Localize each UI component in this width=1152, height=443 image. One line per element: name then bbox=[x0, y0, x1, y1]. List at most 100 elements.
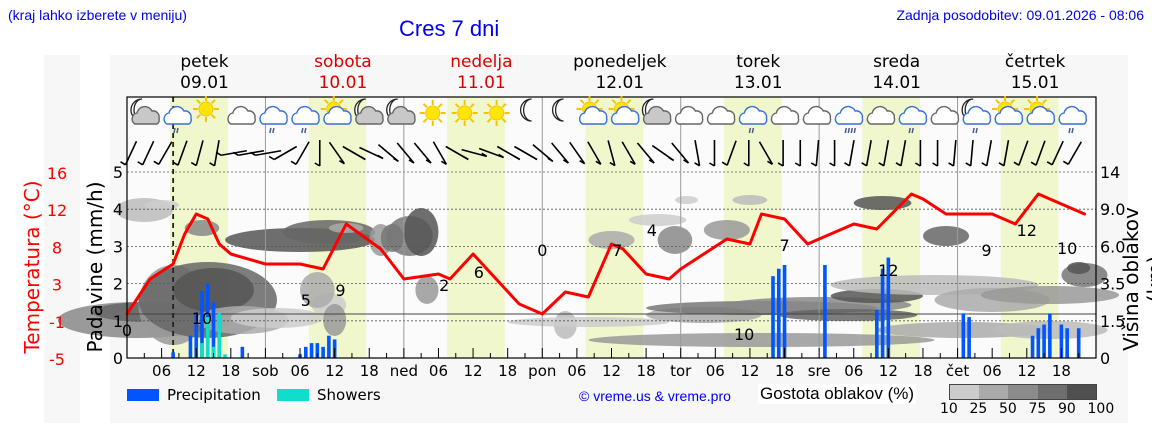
sun-ray bbox=[454, 103, 460, 109]
cloud-density-blob bbox=[588, 333, 935, 347]
wind-barb-shaft bbox=[141, 140, 155, 166]
precipitation-bar bbox=[880, 268, 885, 358]
cloud-shape bbox=[163, 105, 192, 125]
sun-ray bbox=[454, 117, 460, 123]
day-name: sobota bbox=[314, 52, 372, 72]
density-swatch bbox=[979, 385, 1009, 399]
cloud-density-blob bbox=[732, 195, 768, 205]
precipitation-tick: 5 bbox=[113, 163, 123, 182]
density-swatch bbox=[1037, 385, 1067, 399]
wind-barb-icon bbox=[153, 141, 173, 165]
x-tick-label: 18 bbox=[775, 362, 794, 380]
wind-barb-flag bbox=[844, 162, 850, 167]
cloud-density-blob bbox=[980, 286, 1120, 304]
sun-cloud-icon bbox=[992, 96, 1024, 125]
wind-barb-flag bbox=[377, 154, 384, 160]
rain-drop bbox=[975, 127, 978, 134]
wind-barb-shaft bbox=[815, 139, 820, 167]
sun-ray bbox=[501, 103, 507, 109]
wind-barb-icon bbox=[636, 142, 655, 164]
precipitation-bar bbox=[1065, 328, 1069, 358]
wind-barb-icon bbox=[965, 139, 974, 167]
sun-ray bbox=[437, 117, 443, 123]
wind-barb-icon bbox=[445, 145, 469, 161]
precipitation-bar bbox=[188, 335, 193, 358]
density-swatch bbox=[950, 385, 980, 399]
temperature-axis-panel bbox=[44, 55, 80, 423]
wind-barb-icon bbox=[268, 145, 298, 161]
x-tick-label: 18 bbox=[360, 362, 379, 380]
sun-disc bbox=[457, 105, 473, 121]
wind-barb-flag bbox=[595, 160, 602, 165]
rain-drop bbox=[908, 127, 911, 134]
wind-barb-icon bbox=[743, 140, 750, 167]
moon-cloud-icon bbox=[641, 98, 672, 125]
precipitation-bar bbox=[823, 265, 827, 358]
region-hint[interactable]: (kraj lahko izberete v meniju) bbox=[8, 7, 187, 23]
precipitation-bar bbox=[315, 343, 320, 358]
wind-barb-flag bbox=[1030, 161, 1037, 166]
temperature-label: 7 bbox=[612, 241, 622, 260]
moon-shape bbox=[520, 98, 532, 122]
precipitation-bar bbox=[1042, 324, 1046, 358]
wind-barb-shaft bbox=[636, 142, 655, 164]
cloud-shape bbox=[962, 105, 992, 125]
wind-barb-flag bbox=[668, 156, 675, 162]
wind-barb-flag bbox=[777, 162, 784, 167]
moon-cloud-icon bbox=[130, 98, 161, 125]
cloud-density-blob bbox=[415, 276, 439, 304]
cloud-density-blob bbox=[173, 268, 254, 312]
wind-barb-flag bbox=[932, 162, 938, 167]
wind-barb-icon bbox=[1062, 141, 1083, 165]
cloud-height-tick: 6.0 bbox=[1100, 237, 1125, 256]
cloud-shape bbox=[802, 105, 832, 125]
wind-barb-flag bbox=[425, 159, 432, 164]
precipitation-bar bbox=[309, 343, 314, 358]
cloud-icon bbox=[706, 105, 736, 125]
sun-ray bbox=[501, 117, 507, 123]
rain-drop bbox=[304, 127, 307, 134]
wind-barb-shaft bbox=[432, 141, 448, 165]
rain-drop bbox=[850, 127, 854, 134]
wind-barb-flag bbox=[794, 162, 801, 167]
day-name: petek bbox=[180, 52, 229, 72]
wind-barb-icon bbox=[314, 140, 321, 167]
sun-icon bbox=[419, 100, 446, 126]
sun-ray bbox=[437, 103, 443, 109]
wind-barb-flag bbox=[609, 161, 616, 167]
wind-barb-flag bbox=[531, 155, 538, 161]
precipitation-bar bbox=[240, 346, 245, 358]
wind-barb-icon bbox=[172, 140, 188, 166]
sun-ray bbox=[422, 103, 428, 109]
copyright-link[interactable]: © vreme.us & vreme.pro bbox=[579, 388, 731, 404]
rain-drop bbox=[269, 127, 272, 134]
day-date: 10.01 bbox=[318, 73, 368, 93]
precipitation-axis-title: Padavine (mm/h) bbox=[83, 181, 107, 353]
rain-drop bbox=[176, 127, 179, 134]
day-date: 11.01 bbox=[457, 73, 506, 93]
wind-barb-flag bbox=[498, 153, 505, 159]
temperature-tick: 8 bbox=[52, 238, 62, 257]
sun-disc bbox=[198, 101, 214, 117]
x-tick-label: 06 bbox=[706, 362, 725, 380]
day-name: torek bbox=[736, 52, 781, 72]
cloud-density-blob bbox=[778, 309, 918, 321]
cloud-shape bbox=[642, 105, 672, 125]
wind-barb-shaft bbox=[273, 145, 298, 161]
cloud-shape bbox=[291, 105, 320, 125]
wind-barb-shaft bbox=[569, 141, 586, 165]
cloud-icon bbox=[930, 105, 960, 125]
sun-ray bbox=[1027, 99, 1033, 105]
cloud-density-blob bbox=[230, 308, 324, 328]
wind-barb-icon bbox=[532, 144, 554, 163]
wind-barb-shaft bbox=[1035, 140, 1046, 166]
wind-barb-flag bbox=[514, 155, 521, 161]
showers-bar bbox=[223, 354, 227, 358]
precipitation-bar bbox=[782, 265, 787, 358]
x-tick-label: 12 bbox=[879, 362, 898, 380]
sun-thunder-icon bbox=[192, 96, 219, 122]
precipitation-bar bbox=[171, 352, 175, 358]
day-date: 14.01 bbox=[872, 73, 921, 93]
wind-barb-flag bbox=[683, 159, 689, 164]
